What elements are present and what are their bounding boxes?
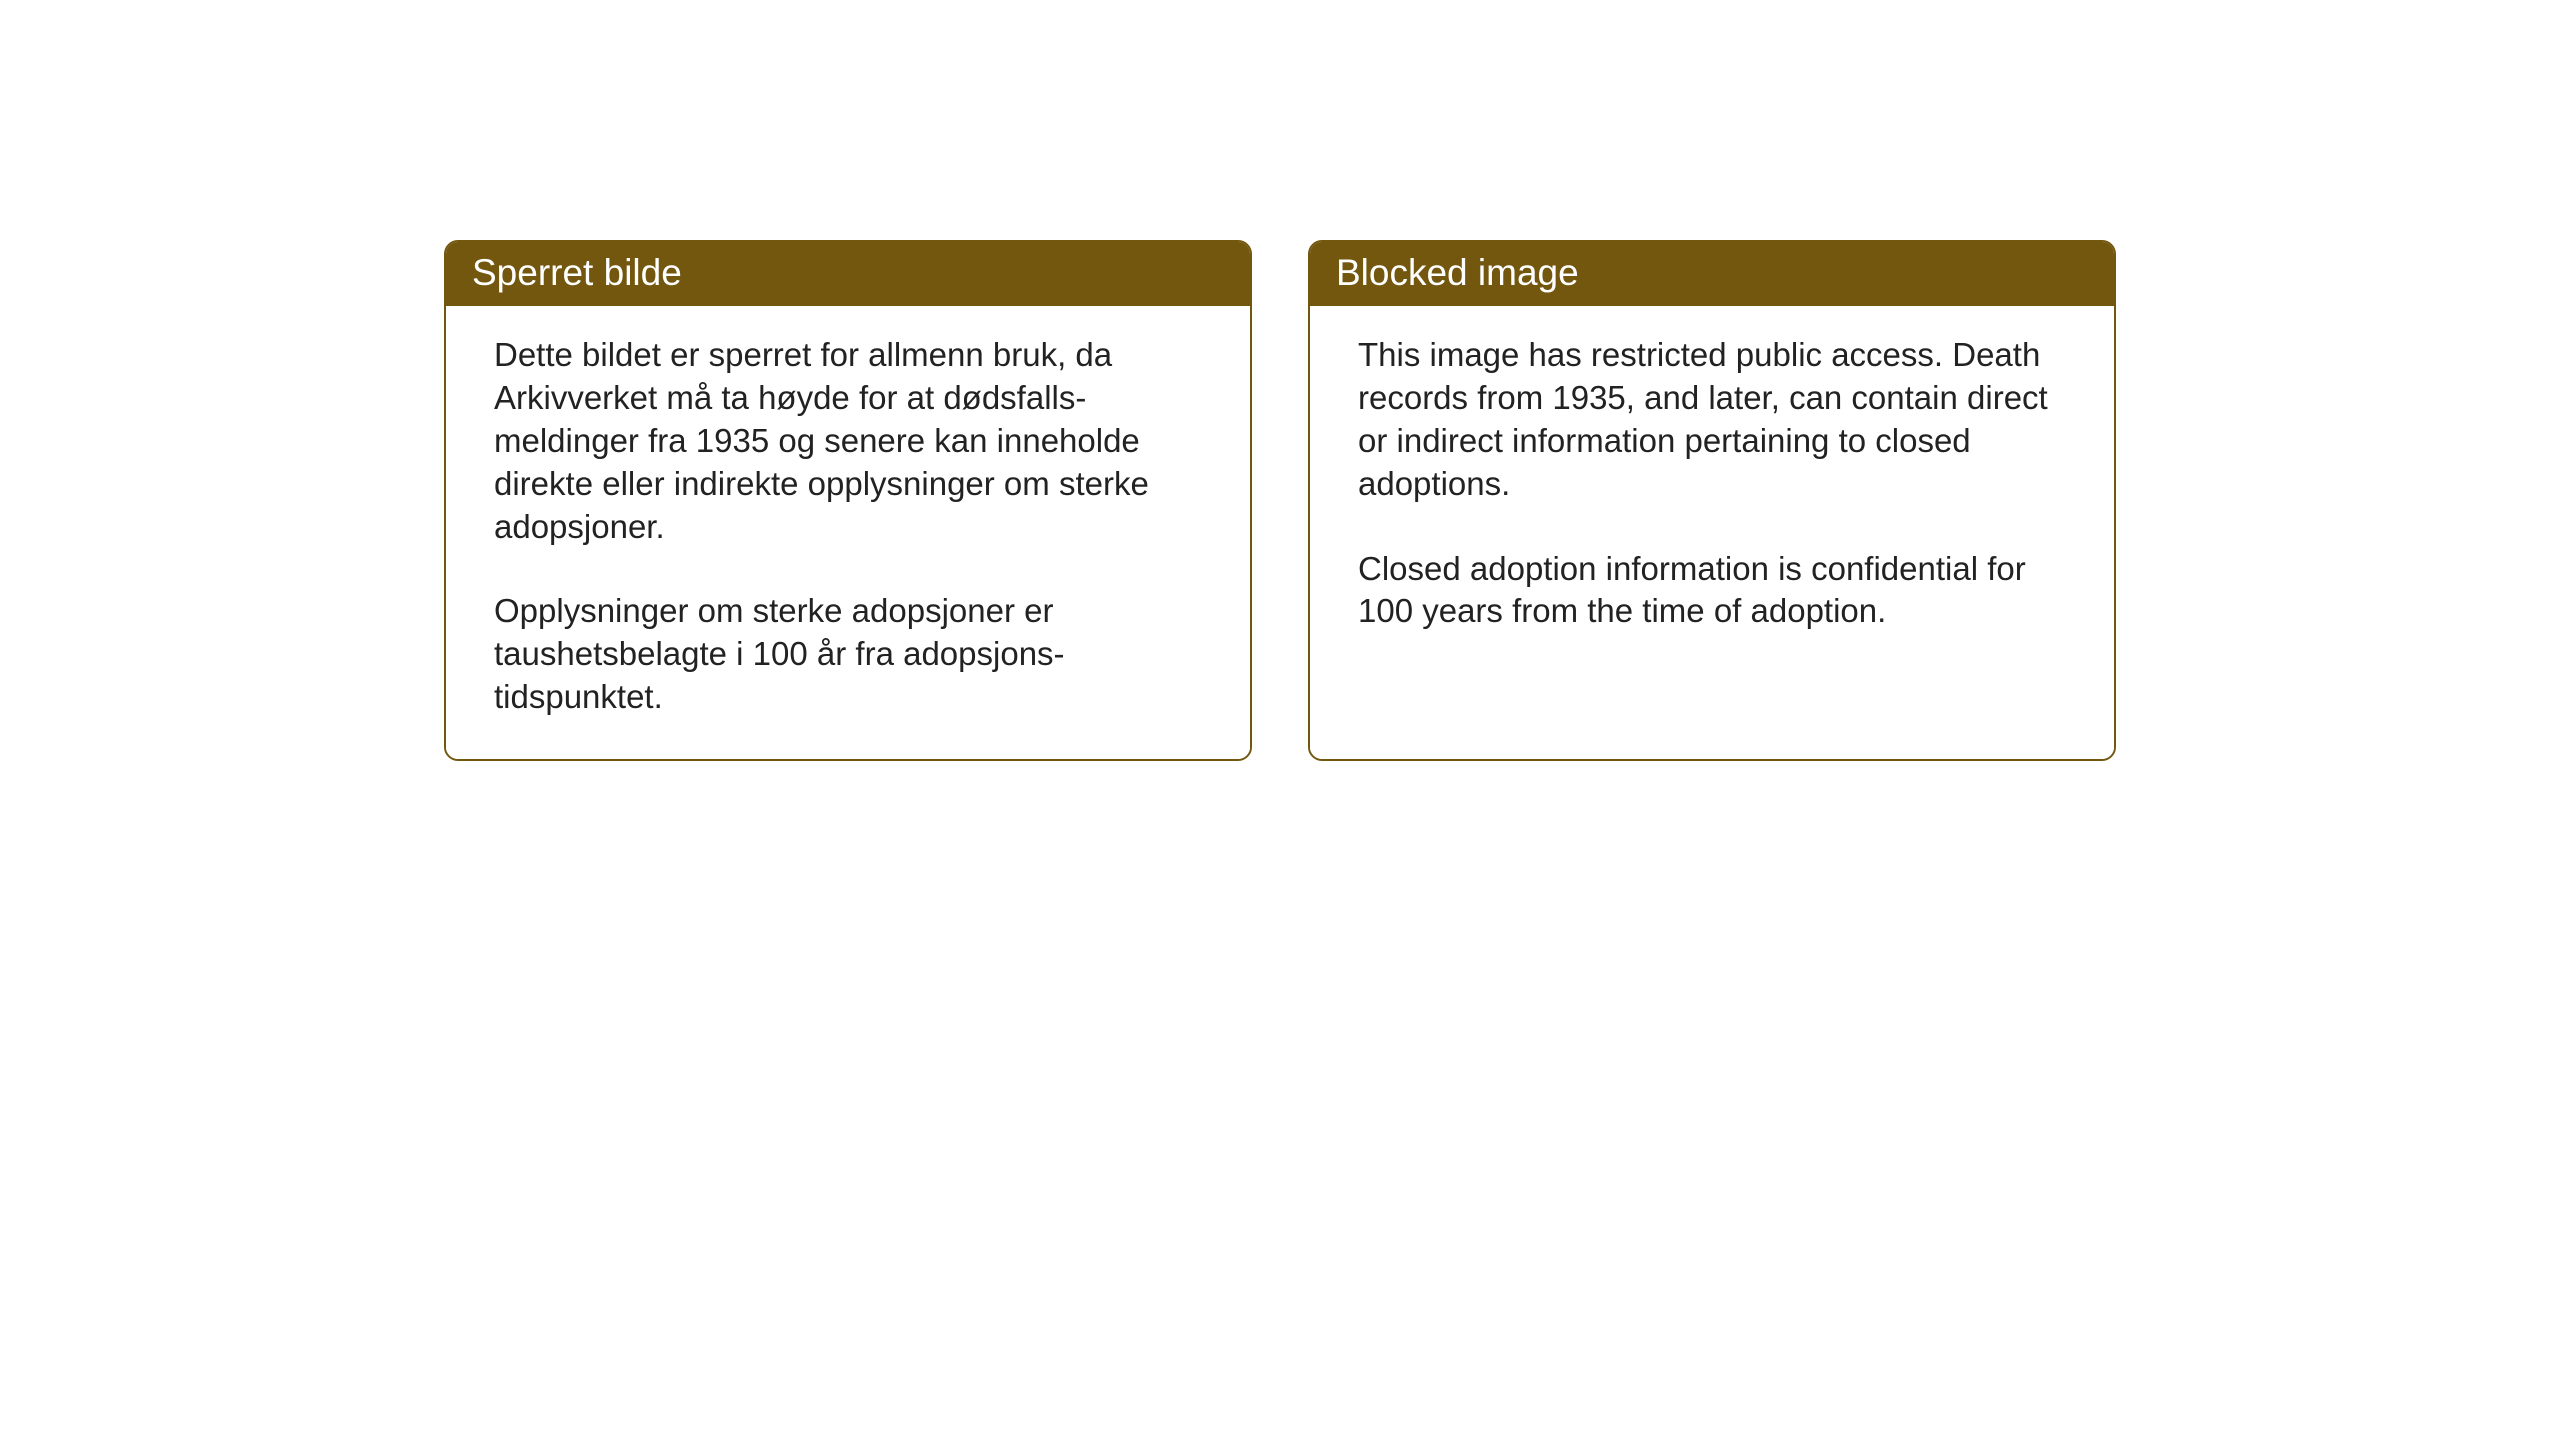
card-para1-norwegian: Dette bildet er sperret for allmenn bruk…: [494, 334, 1208, 548]
card-para1-english: This image has restricted public access.…: [1358, 334, 2072, 506]
card-norwegian: Sperret bilde Dette bildet er sperret fo…: [444, 240, 1252, 761]
card-body-english: This image has restricted public access.…: [1310, 306, 2114, 759]
cards-container: Sperret bilde Dette bildet er sperret fo…: [0, 0, 2560, 761]
card-english: Blocked image This image has restricted …: [1308, 240, 2116, 761]
card-header-english: Blocked image: [1310, 242, 2114, 306]
card-header-norwegian: Sperret bilde: [446, 242, 1250, 306]
card-para2-norwegian: Opplysninger om sterke adopsjoner er tau…: [494, 590, 1208, 719]
card-para2-english: Closed adoption information is confident…: [1358, 548, 2072, 634]
card-body-norwegian: Dette bildet er sperret for allmenn bruk…: [446, 306, 1250, 759]
